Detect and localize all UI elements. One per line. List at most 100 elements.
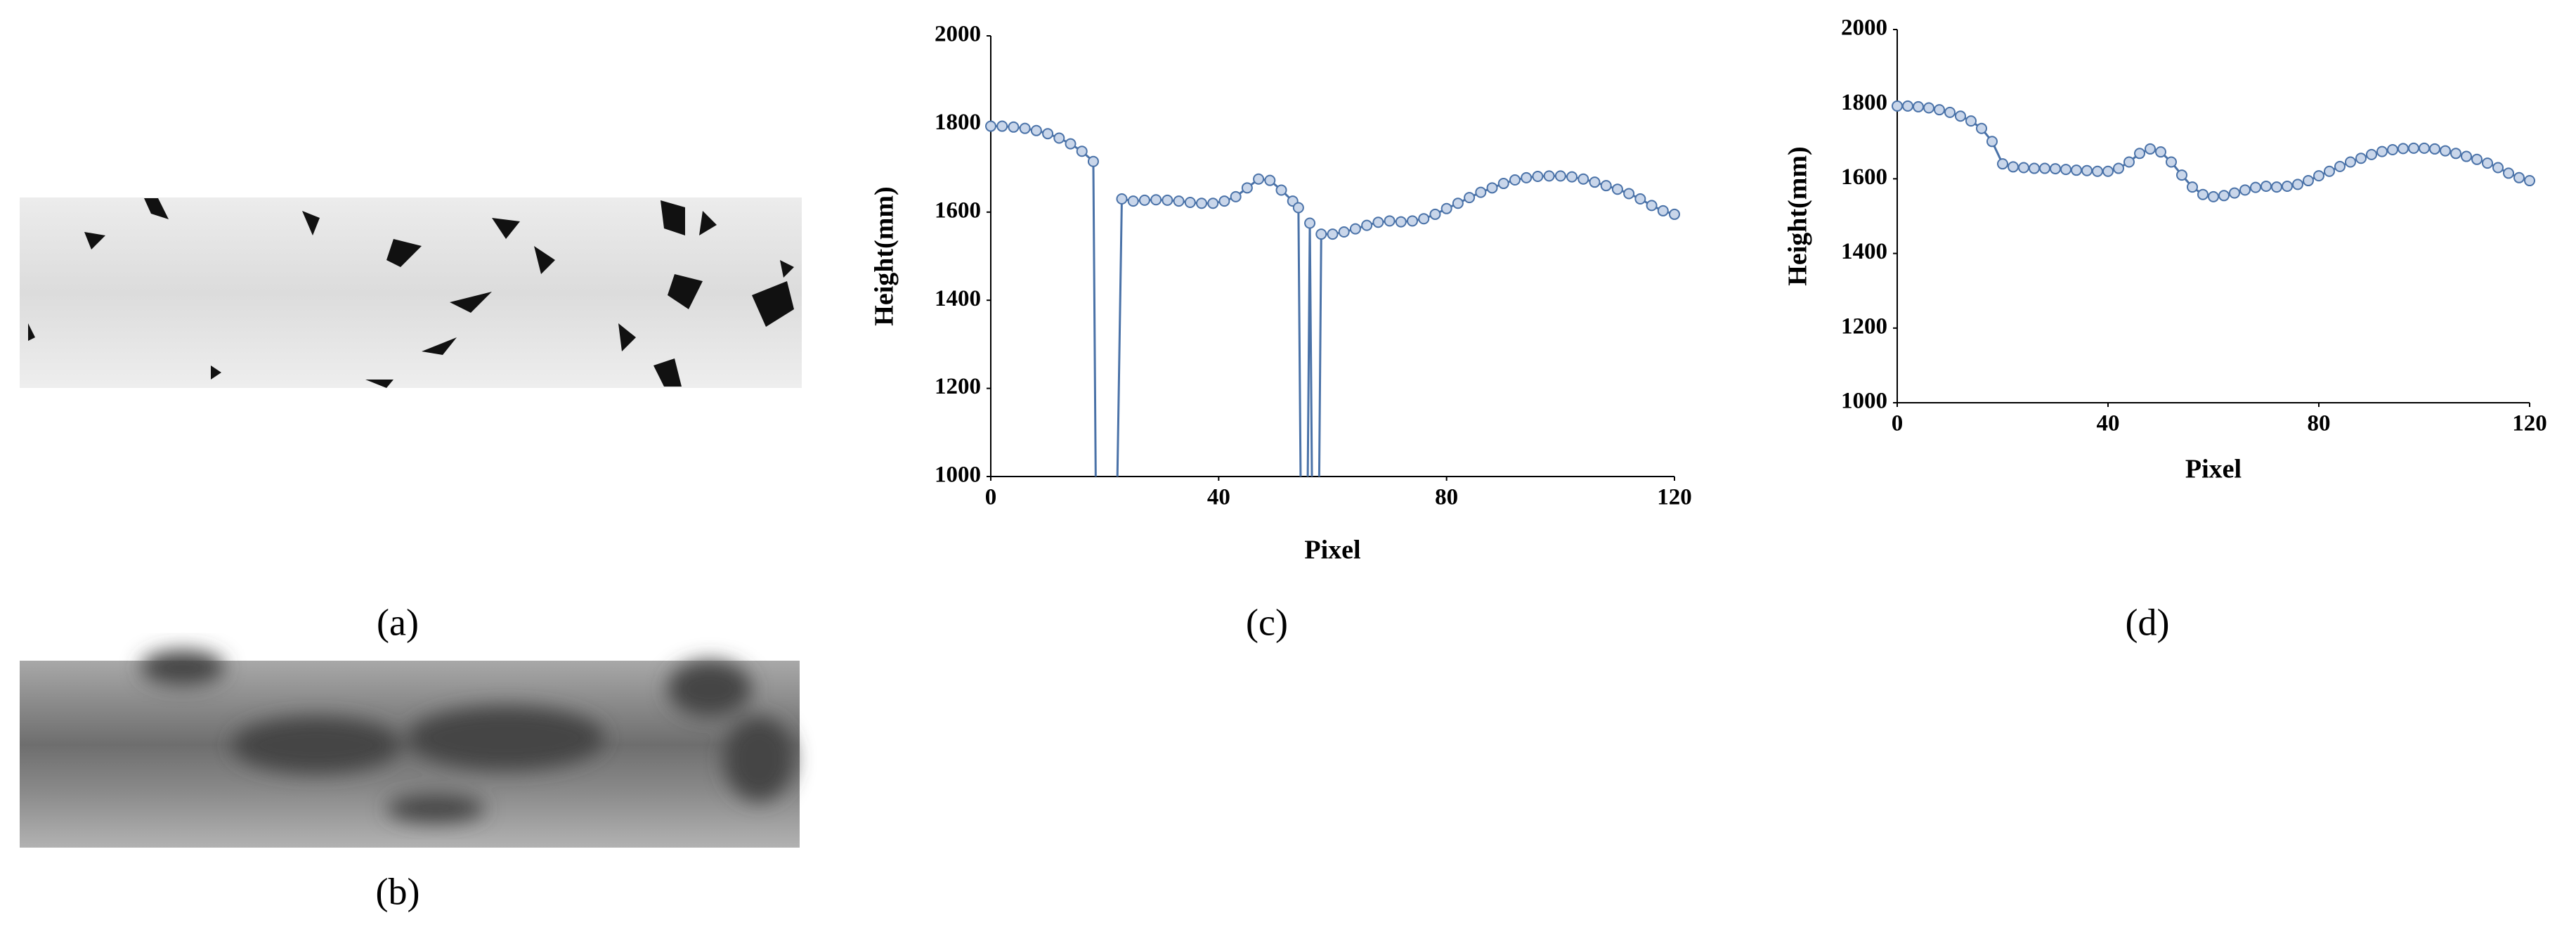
- data-point: [2503, 167, 2514, 179]
- data-point: [1554, 170, 1566, 182]
- data-point: [2145, 143, 2156, 155]
- data-point: [1173, 195, 1185, 207]
- data-point: [1338, 226, 1350, 238]
- data-point: [2387, 143, 2398, 155]
- plot: [1892, 100, 2535, 202]
- data-point: [985, 120, 996, 132]
- data-point: [2229, 187, 2240, 199]
- data-point: [2071, 164, 2082, 176]
- data-point: [1589, 176, 1601, 188]
- plot: [985, 120, 1680, 922]
- data-point: [1230, 190, 1242, 202]
- data-point: [1669, 208, 1680, 220]
- y-tick-label: 1200: [1841, 313, 1887, 339]
- data-point: [1440, 202, 1452, 214]
- data-point: [1986, 136, 1998, 148]
- panel-label: (b): [376, 870, 420, 912]
- data-point: [2334, 160, 2346, 172]
- y-axis-title: Height(mm): [870, 186, 899, 325]
- data-point: [1657, 205, 1669, 216]
- data-point: [1955, 110, 1966, 122]
- data-point: [1634, 193, 1646, 205]
- image-b: [20, 650, 800, 848]
- data-point: [1532, 171, 1544, 183]
- data-point: [1475, 186, 1487, 198]
- x-tick-label: 40: [2097, 411, 2120, 436]
- x-tick-label: 80: [2308, 411, 2331, 436]
- x-axis-title: Pixel: [2185, 455, 2242, 484]
- x-tick-label: 0: [985, 485, 997, 510]
- data-point: [1304, 217, 1316, 229]
- data-point: [2450, 148, 2461, 160]
- data-point: [2197, 188, 2209, 200]
- data-point: [2060, 164, 2071, 176]
- data-point: [1042, 128, 1054, 140]
- data-point: [1944, 106, 1956, 118]
- y-tick-label: 1000: [935, 462, 981, 488]
- y-tick-label: 1600: [935, 197, 981, 223]
- data-point: [2461, 150, 2472, 162]
- data-point: [1407, 215, 1419, 227]
- data-point: [2282, 181, 2293, 193]
- data-point: [1543, 170, 1555, 182]
- data-point: [1087, 155, 1099, 167]
- data-point: [1509, 174, 1521, 186]
- y-tick-label: 1600: [1841, 164, 1887, 190]
- data-point: [1030, 124, 1042, 136]
- x-tick-label: 120: [2512, 411, 2547, 436]
- data-point: [2366, 148, 2377, 160]
- y-tick-label: 1400: [935, 286, 981, 311]
- panel-label: (a): [377, 601, 419, 643]
- data-point: [2303, 175, 2314, 187]
- data-point: [1076, 145, 1088, 157]
- data-point: [2208, 190, 2219, 202]
- data-point: [1913, 101, 1924, 112]
- data-point: [1292, 202, 1304, 214]
- data-point: [2429, 143, 2440, 155]
- data-point: [1997, 158, 2008, 170]
- data-point: [2419, 142, 2430, 154]
- x-tick-label: 0: [1892, 411, 1904, 436]
- data-point: [2398, 143, 2409, 155]
- data-point: [2260, 181, 2272, 193]
- data-point: [1361, 219, 1373, 231]
- data-point: [2187, 181, 2198, 193]
- data-line: [991, 125, 1675, 477]
- y-tick-label: 1200: [935, 374, 981, 399]
- data-point: [1611, 183, 1623, 195]
- data-point: [2029, 162, 2040, 174]
- data-point: [2482, 157, 2493, 169]
- data-point: [2292, 179, 2303, 190]
- data-point: [1395, 216, 1407, 228]
- data-point: [2408, 142, 2419, 154]
- panel-label: (d): [2126, 601, 2170, 643]
- data-point: [2471, 153, 2483, 165]
- y-axis-title: Height(mm): [1783, 146, 1813, 285]
- image-a: [20, 197, 802, 388]
- data-point: [1116, 193, 1128, 205]
- data-point: [2313, 170, 2324, 182]
- data-point: [2513, 171, 2525, 183]
- data-point: [1218, 195, 1230, 207]
- data-point: [1315, 228, 1327, 240]
- data-point: [2155, 146, 2166, 158]
- x-tick-label: 120: [1657, 485, 1692, 510]
- data-point: [1094, 912, 1104, 922]
- data-point: [1105, 912, 1115, 922]
- data-point: [2218, 190, 2230, 202]
- data-point: [1299, 912, 1309, 922]
- data-point: [2039, 162, 2050, 174]
- data-point: [2239, 184, 2251, 196]
- data-point: [1892, 100, 1903, 112]
- data-point: [1429, 208, 1441, 220]
- data-point: [2008, 161, 2019, 173]
- data-point: [1327, 228, 1339, 240]
- data-point: [2376, 145, 2388, 157]
- data-point: [1162, 194, 1173, 206]
- data-point: [1264, 174, 1276, 186]
- data-point: [2250, 181, 2261, 193]
- data-point: [1138, 194, 1150, 206]
- data-point: [1127, 195, 1139, 207]
- data-point: [2524, 175, 2535, 187]
